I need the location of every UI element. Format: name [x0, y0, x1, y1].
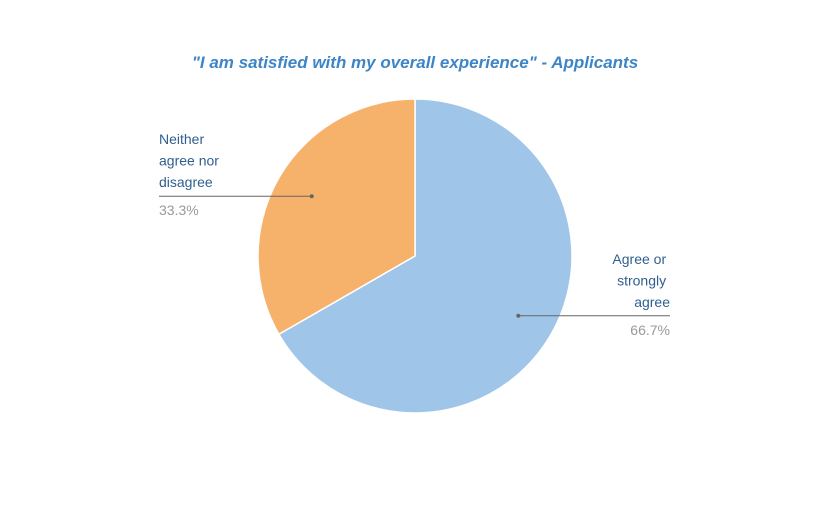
slice-label: Agree or strongly agree	[612, 251, 670, 310]
pie-slice	[257, 98, 416, 336]
leader-dot	[516, 313, 521, 318]
slice-value-label: 33.3%	[159, 202, 199, 218]
slice-value-label: 66.7%	[630, 322, 670, 338]
pie-slice	[277, 98, 573, 414]
slice-label: Neither agree nor disagree	[159, 131, 223, 190]
leader-dot	[309, 194, 314, 199]
chart-title: "I am satisfied with my overall experien…	[192, 53, 638, 72]
